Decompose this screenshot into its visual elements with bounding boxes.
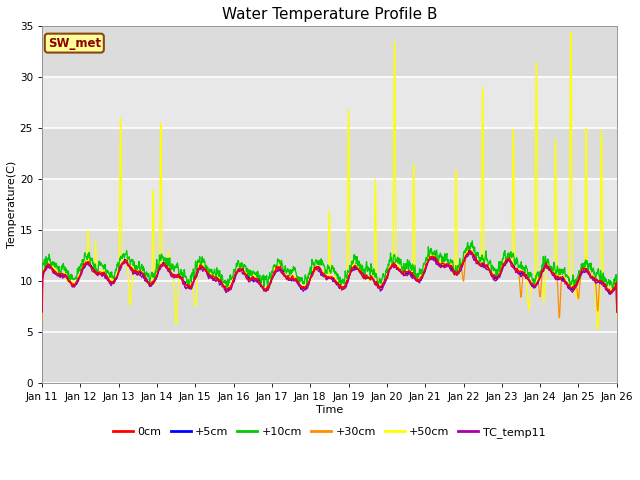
- +50cm: [38, 307, 46, 313]
- X-axis label: Time: Time: [316, 405, 343, 415]
- +30cm: [613, 304, 621, 310]
- TC_temp11: [38, 309, 46, 315]
- 0cm: [497, 268, 504, 274]
- 0cm: [38, 309, 46, 315]
- +50cm: [198, 264, 206, 269]
- Legend: 0cm, +5cm, +10cm, +30cm, +50cm, TC_temp11: 0cm, +5cm, +10cm, +30cm, +50cm, TC_temp1…: [109, 422, 550, 442]
- +10cm: [38, 301, 46, 307]
- Line: TC_temp11: TC_temp11: [42, 253, 617, 312]
- TC_temp11: [467, 250, 474, 256]
- Text: SW_met: SW_met: [48, 36, 101, 49]
- Bar: [42, 179, 617, 230]
- 0cm: [346, 271, 354, 277]
- +5cm: [613, 309, 621, 315]
- Bar: [42, 77, 617, 128]
- +5cm: [563, 279, 570, 285]
- Title: Water Temperature Profile B: Water Temperature Profile B: [221, 7, 437, 22]
- TC_temp11: [579, 270, 586, 276]
- +5cm: [358, 271, 366, 276]
- +50cm: [358, 273, 366, 278]
- +30cm: [563, 280, 570, 286]
- +10cm: [358, 263, 366, 268]
- Line: +10cm: +10cm: [42, 240, 617, 312]
- +50cm: [613, 313, 621, 319]
- TC_temp11: [613, 309, 621, 315]
- TC_temp11: [346, 271, 354, 276]
- +10cm: [579, 261, 586, 266]
- Line: +30cm: +30cm: [42, 251, 617, 322]
- TC_temp11: [563, 280, 570, 286]
- +50cm: [579, 267, 586, 273]
- +30cm: [497, 269, 504, 275]
- +30cm: [465, 248, 472, 254]
- +10cm: [198, 254, 206, 260]
- 0cm: [579, 265, 586, 271]
- +50cm: [562, 280, 570, 286]
- TC_temp11: [497, 271, 504, 276]
- 0cm: [467, 248, 474, 253]
- +50cm: [346, 274, 354, 279]
- +5cm: [38, 309, 46, 315]
- +5cm: [198, 264, 206, 270]
- +50cm: [497, 268, 504, 274]
- 0cm: [563, 281, 570, 287]
- +5cm: [346, 271, 354, 277]
- +10cm: [613, 309, 621, 315]
- TC_temp11: [198, 267, 206, 273]
- Y-axis label: Temperature(C): Temperature(C): [7, 161, 17, 248]
- Line: +50cm: +50cm: [42, 32, 617, 330]
- +5cm: [466, 248, 474, 254]
- 0cm: [198, 263, 206, 269]
- +30cm: [346, 271, 354, 276]
- +50cm: [567, 29, 575, 35]
- +10cm: [497, 260, 504, 266]
- +30cm: [358, 272, 366, 277]
- +50cm: [593, 327, 601, 333]
- +10cm: [563, 273, 570, 278]
- +30cm: [38, 319, 46, 325]
- +10cm: [346, 263, 354, 269]
- +5cm: [579, 269, 586, 275]
- Line: +5cm: +5cm: [42, 251, 617, 312]
- 0cm: [358, 270, 366, 276]
- +30cm: [579, 268, 586, 274]
- +10cm: [468, 238, 476, 243]
- +5cm: [497, 270, 504, 276]
- 0cm: [613, 309, 621, 315]
- TC_temp11: [358, 274, 366, 279]
- +30cm: [198, 264, 206, 270]
- Line: 0cm: 0cm: [42, 251, 617, 312]
